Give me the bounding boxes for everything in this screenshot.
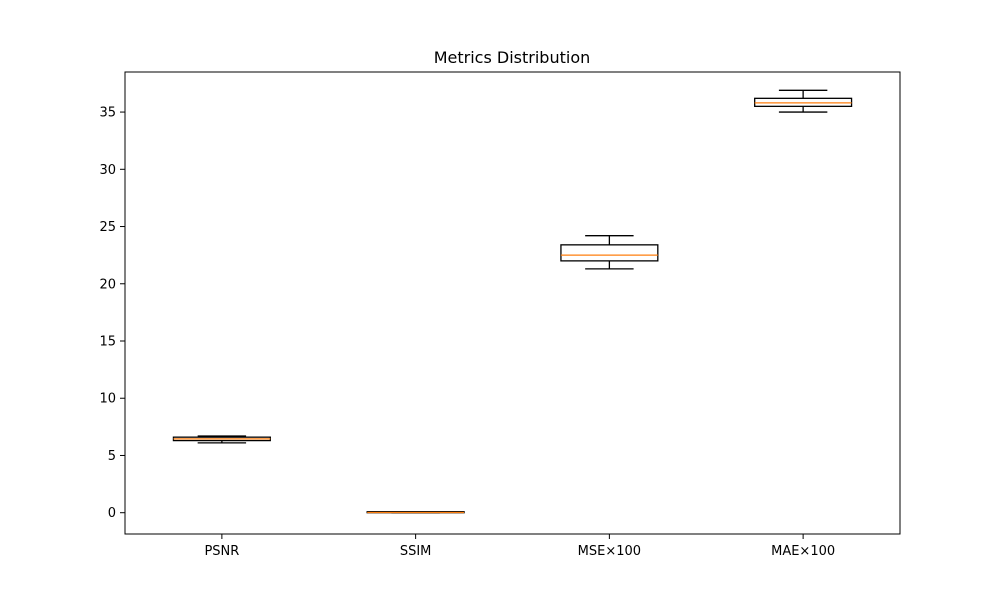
chart-title: Metrics Distribution <box>434 48 591 67</box>
y-tick-label: 35 <box>99 106 116 121</box>
y-axis: 0 5 10 15 20 25 30 35 <box>99 106 125 521</box>
box-group <box>754 89 853 113</box>
y-tick-label: 30 <box>99 163 116 178</box>
y-tick-label: 5 <box>108 449 116 464</box>
plot-area-frame <box>124 71 901 535</box>
y-tick-label: 25 <box>99 220 116 235</box>
x-tick-label: MSE×100 <box>578 544 641 559</box>
box-series <box>172 89 853 514</box>
x-axis: PSNR SSIM MSE×100 MAE×100 <box>204 534 835 559</box>
y-tick-label: 20 <box>99 277 116 292</box>
x-tick-label: PSNR <box>204 544 239 559</box>
x-tick-label: MAE×100 <box>771 544 835 559</box>
box-group <box>172 435 271 444</box>
box-group <box>366 511 465 514</box>
box-group <box>560 235 659 270</box>
y-tick-label: 0 <box>108 506 116 521</box>
y-tick-label: 10 <box>99 392 116 407</box>
y-tick-label: 15 <box>99 335 116 350</box>
x-tick-label: SSIM <box>400 544 432 559</box>
box-rect <box>560 244 659 262</box>
